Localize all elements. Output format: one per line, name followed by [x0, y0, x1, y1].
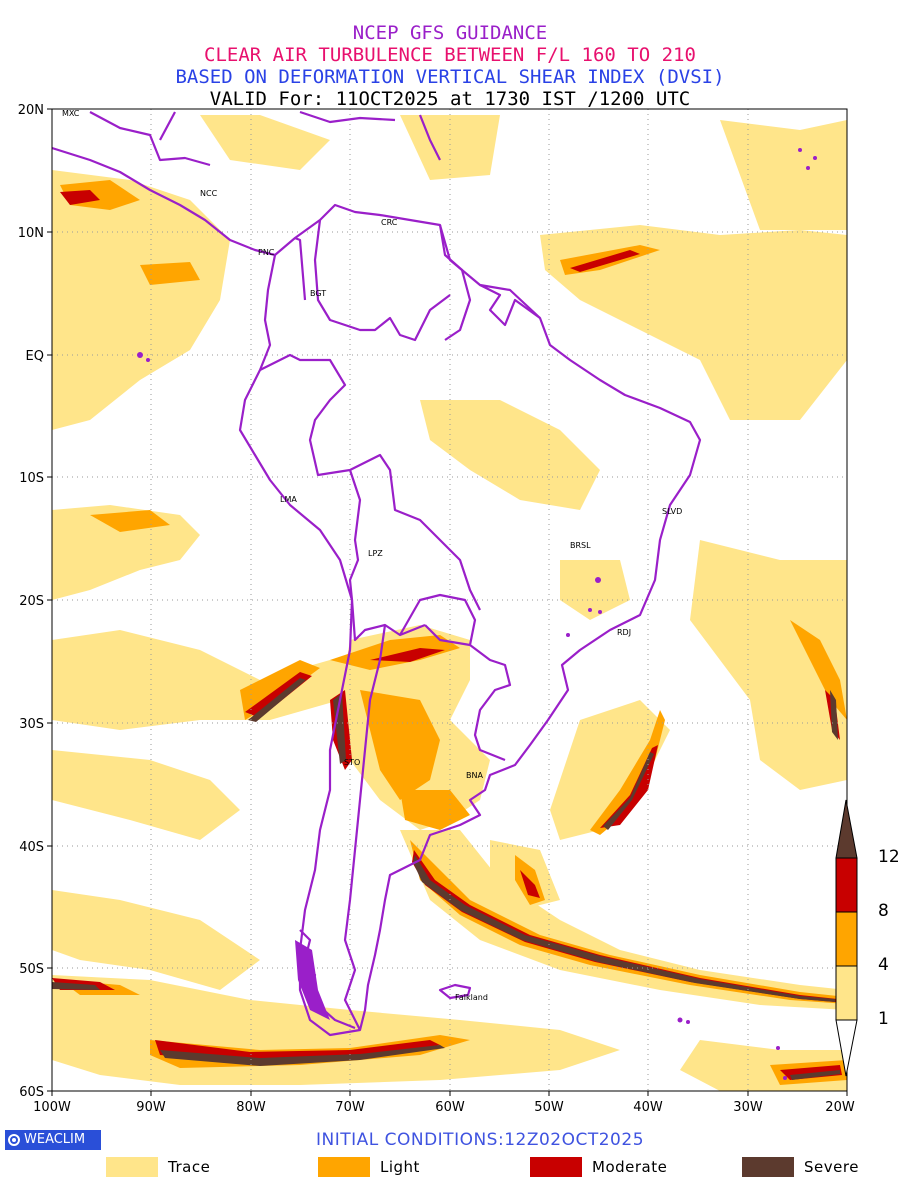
legend-label: Moderate	[592, 1158, 668, 1176]
colorbar	[835, 799, 858, 1077]
lat-label: 10S	[19, 471, 44, 486]
lon-label: 80W	[236, 1100, 266, 1115]
lat-label: 30S	[19, 717, 44, 732]
weaclim-logo: WEACLIM	[5, 1130, 101, 1150]
lon-label: 60W	[435, 1100, 465, 1115]
city-label: PNC	[258, 248, 275, 257]
lon-label: 50W	[534, 1100, 564, 1115]
city-label: SLVD	[662, 507, 682, 516]
latitude-labels: 20N 10N EQ 10S 20S 30S 40S 50S 60S	[18, 103, 44, 1100]
logo-text: WEACLIM	[24, 1132, 86, 1147]
title-line-3: BASED ON DEFORMATION VERTICAL SHEAR INDE…	[175, 66, 725, 88]
lon-label: 30W	[733, 1100, 763, 1115]
trace-areas	[52, 115, 847, 1091]
legend-label: Light	[380, 1158, 420, 1176]
legend-label: Severe	[804, 1158, 859, 1176]
title-line-2: CLEAR AIR TURBULENCE BETWEEN F/L 160 TO …	[204, 44, 696, 66]
lat-label: EQ	[26, 349, 44, 364]
longitude-labels: 100W 90W 80W 70W 60W 50W 40W 30W 20W	[33, 1100, 855, 1115]
city-label: RDJ	[617, 628, 631, 637]
lat-label: 20S	[19, 594, 44, 609]
lon-label: 90W	[136, 1100, 166, 1115]
lon-label: 40W	[633, 1100, 663, 1115]
boundary-islands	[137, 148, 817, 1080]
lat-label: 40S	[19, 840, 44, 855]
city-label: BGT	[310, 289, 326, 298]
city-label: BRSL	[570, 541, 591, 550]
city-label: STO	[344, 758, 360, 767]
city-label: CRC	[381, 218, 398, 227]
lon-label: 100W	[33, 1100, 71, 1115]
city-label: MXC	[62, 109, 80, 118]
colorbar-label-12: 12	[878, 847, 900, 867]
colorbar-label-8: 8	[878, 901, 889, 921]
legend-swatch	[742, 1157, 794, 1177]
colorbar-moderate	[835, 857, 858, 913]
initial-conditions: INITIAL CONDITIONS:12Z02OCT2025	[315, 1130, 645, 1150]
lon-label: 20W	[825, 1100, 855, 1115]
colorbar-bottom-arrow	[835, 1019, 858, 1077]
colorbar-label-4: 4	[878, 955, 889, 975]
lat-label: 10N	[18, 226, 44, 241]
legend-severe: Severe	[742, 1156, 859, 1178]
legend-swatch	[530, 1157, 582, 1177]
legend-swatch	[106, 1157, 158, 1177]
colorbar-light	[835, 911, 858, 967]
city-label: BNA	[466, 771, 483, 780]
city-label: LPZ	[368, 549, 383, 558]
legend-moderate: Moderate	[530, 1156, 667, 1178]
lat-label: 60S	[19, 1085, 44, 1100]
colorbar-top-arrow	[835, 799, 858, 859]
gridlines	[52, 109, 847, 1091]
legend-light: Light	[318, 1156, 420, 1178]
lat-label: 50S	[19, 962, 44, 977]
city-labels: MXC NCC CRC PNC BGT LMA LPZ BRSL SLVD RD…	[62, 109, 682, 1002]
legend-label: Trace	[168, 1158, 211, 1176]
logo-ring-icon	[8, 1134, 20, 1146]
country-boundaries	[52, 110, 702, 1037]
severe-areas	[52, 678, 840, 1080]
valid-time: VALID For: 11OCT2025 at 1730 IST /1200 U…	[209, 88, 691, 110]
city-label: LMA	[280, 495, 297, 504]
lat-label: 20N	[18, 103, 44, 118]
colorbar-label-1: 1	[878, 1009, 889, 1029]
colorbar-trace	[835, 965, 858, 1021]
lon-label: 70W	[335, 1100, 365, 1115]
ticks	[47, 108, 848, 1096]
title-line-1: NCEP GFS GUIDANCE	[352, 22, 548, 44]
legend-trace: Trace	[106, 1156, 210, 1178]
city-label: Falkland	[455, 993, 488, 1002]
city-label: NCC	[200, 189, 218, 198]
legend-swatch	[318, 1157, 370, 1177]
turbulence-fields	[52, 115, 847, 1091]
